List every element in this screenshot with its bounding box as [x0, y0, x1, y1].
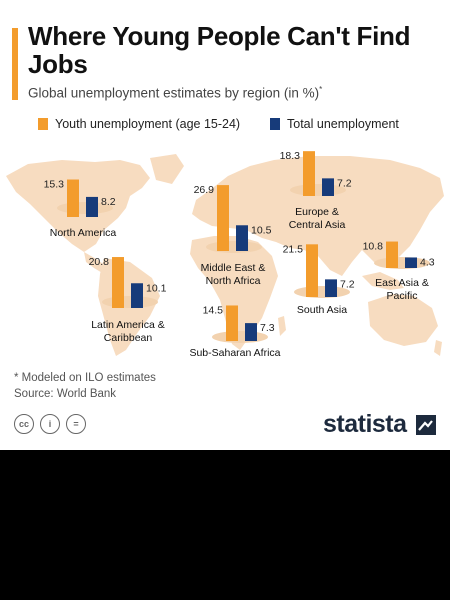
bar-total-europe-and-central-asia	[322, 178, 334, 196]
region-label-line: Central Asia	[289, 219, 346, 231]
legend-item-youth: Youth unemployment (age 15-24)	[38, 117, 240, 131]
region-label: South Asia	[297, 304, 347, 316]
data-label-total: 4.3	[420, 256, 435, 268]
world-map-chart: 15.3 8.2 North America 18.3 7.2 Europe & Centr…	[6, 150, 444, 359]
bar-total-sub-saharan-africa	[245, 323, 257, 341]
data-label-total: 7.2	[340, 278, 355, 290]
region-label-line: Europe &	[295, 206, 339, 218]
region-label-line: Pacific	[387, 290, 418, 302]
legend-item-total: Total unemployment	[270, 117, 399, 131]
data-label-total: 10.1	[146, 282, 167, 294]
region-group-latin-america-and-caribbean: 20.8 10.1 Latin America & Caribbean	[89, 256, 167, 344]
bar-youth-latin-america-and-caribbean	[112, 257, 124, 308]
subtitle-text: Global unemployment estimates by region …	[28, 85, 320, 101]
region-group-europe-and-central-asia: 18.3 7.2 Europe & Central Asia	[280, 150, 352, 231]
region-label-line: East Asia &	[375, 277, 429, 289]
region-label-line: Sub-Saharan Africa	[189, 347, 280, 359]
data-label-total: 10.5	[251, 224, 272, 236]
region-label-line: Caribbean	[104, 332, 153, 344]
world-map-background	[6, 154, 444, 356]
region-label-line: North Africa	[206, 275, 261, 287]
data-label-youth: 18.3	[280, 150, 301, 162]
data-label-youth: 14.5	[203, 304, 224, 316]
region-label: Sub-Saharan Africa	[189, 347, 280, 359]
chart-title: Where Young People Can't Find Jobs	[28, 21, 411, 79]
legend-swatch-youth	[38, 118, 48, 130]
region-base-shadow	[206, 241, 262, 253]
statista-logo-mark	[416, 415, 436, 435]
region-base-shadow	[102, 296, 158, 308]
bar-total-south-asia	[325, 279, 337, 297]
data-label-youth: 20.8	[89, 256, 110, 268]
attribution-icon[interactable]: i	[40, 414, 60, 434]
footnote: * Modeled on ILO estimates	[14, 372, 156, 384]
title-accent-bar	[12, 28, 18, 100]
bar-total-middle-east-and-north-africa	[236, 225, 248, 251]
data-label-total: 7.2	[337, 177, 352, 189]
region-label: Europe & Central Asia	[289, 206, 346, 231]
statista-logo[interactable]: statista	[323, 410, 407, 438]
subtitle-footnote-mark: *	[319, 85, 323, 94]
chart-subtitle: Global unemployment estimates by region …	[28, 85, 322, 101]
legend-label-total: Total unemployment	[287, 117, 399, 131]
bar-youth-south-asia	[306, 244, 318, 297]
region-group-east-asia-and-pacific: 10.8 4.3 East Asia & Pacific	[363, 241, 435, 302]
cc-icon[interactable]: cc	[14, 414, 34, 434]
data-label-youth: 10.8	[363, 241, 384, 253]
region-label: Latin America & Caribbean	[91, 319, 165, 344]
region-group-middle-east-and-north-africa: 26.9 10.5 Middle East & North Africa	[194, 184, 272, 287]
infographic-card: Where Young People Can't Find Jobs Globa…	[0, 0, 450, 450]
bar-total-north-america	[86, 196, 98, 217]
bar-youth-north-america	[67, 179, 79, 217]
bar-youth-east-asia-and-pacific	[386, 241, 398, 268]
region-group-north-america: 15.3 8.2 North America	[44, 179, 117, 239]
data-label-total: 7.3	[260, 322, 275, 334]
region-label: East Asia & Pacific	[375, 277, 429, 302]
data-label-youth: 15.3	[44, 179, 65, 191]
legend-swatch-total	[270, 118, 280, 130]
data-label-total: 8.2	[101, 196, 116, 208]
region-label-line: Latin America &	[91, 319, 165, 331]
source-note: Source: World Bank	[14, 388, 117, 400]
bar-total-latin-america-and-caribbean	[131, 283, 143, 308]
no-derivatives-icon[interactable]: =	[66, 414, 86, 434]
region-group-south-asia: 21.5 7.2 South Asia	[283, 243, 355, 316]
region-group-sub-saharan-africa: 14.5 7.3 Sub-Saharan Africa	[189, 304, 280, 359]
data-label-youth: 26.9	[194, 184, 215, 196]
bar-youth-middle-east-and-north-africa	[217, 185, 229, 251]
region-label: Middle East & North Africa	[201, 262, 266, 287]
bar-youth-sub-saharan-africa	[226, 305, 238, 341]
data-label-youth: 21.5	[283, 243, 304, 255]
bar-total-east-asia-and-pacific	[405, 257, 417, 268]
region-label-line: South Asia	[297, 304, 347, 316]
plot-area: 15.3 8.2 North America 18.3 7.2 Europe & Centr…	[44, 150, 435, 359]
region-label-line: Middle East &	[201, 262, 266, 274]
region-label-line: North America	[50, 227, 117, 239]
bar-youth-europe-and-central-asia	[303, 151, 315, 196]
legend-label-youth: Youth unemployment (age 15-24)	[55, 117, 241, 131]
region-label: North America	[50, 227, 117, 239]
